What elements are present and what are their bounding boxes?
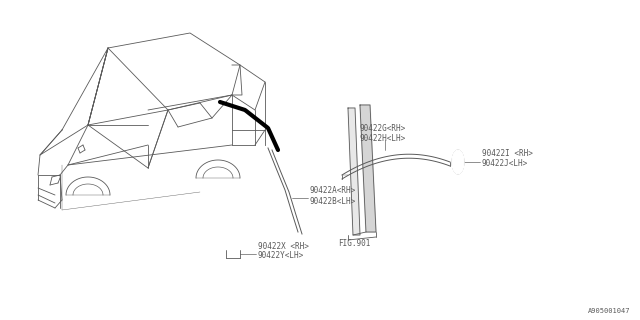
- Text: 90422I <RH>: 90422I <RH>: [482, 149, 533, 158]
- Text: A905001047: A905001047: [588, 308, 630, 314]
- Text: 90422Y<LH>: 90422Y<LH>: [258, 251, 304, 260]
- Text: 90422X <RH>: 90422X <RH>: [258, 242, 309, 251]
- Text: 90422H<LH>: 90422H<LH>: [360, 134, 406, 143]
- Text: 90422J<LH>: 90422J<LH>: [482, 159, 528, 168]
- Polygon shape: [360, 105, 376, 232]
- Text: 90422B<LH>: 90422B<LH>: [310, 197, 356, 206]
- Text: FIG.901: FIG.901: [338, 239, 370, 248]
- Polygon shape: [452, 150, 464, 174]
- Polygon shape: [348, 108, 360, 235]
- Text: 90422G<RH>: 90422G<RH>: [360, 124, 406, 133]
- Text: 90422A<RH>: 90422A<RH>: [310, 186, 356, 195]
